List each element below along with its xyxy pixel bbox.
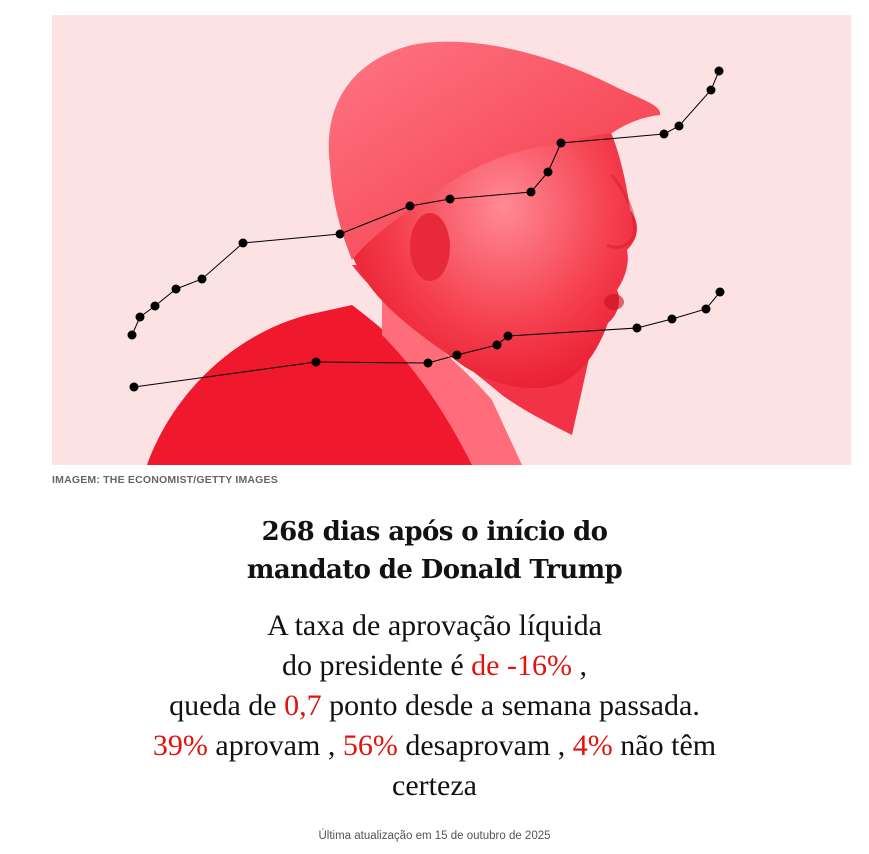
disapprove-value: 56% [342,729,398,762]
approval-summary: A taxa de aprovação líquida do president… [0,606,869,806]
unsure-label: não têm [620,729,717,762]
trend-point [667,314,677,324]
summary-text: ponto desde a semana passada. [329,689,700,722]
trend-point [543,167,553,177]
trend-point [238,238,248,248]
nose-shape [606,174,637,249]
trend-line-lower [133,291,721,388]
trend-point [659,129,669,139]
trend-point [445,194,455,204]
trend-points-lower [129,287,725,392]
summary-text: queda de [169,689,277,722]
trend-point [423,358,433,368]
trend-point [701,304,711,314]
summary-text: do presidente é [282,649,464,682]
trend-point [135,312,145,322]
lips-shape [604,294,624,310]
trend-point [706,85,716,95]
suit-shape [147,305,522,465]
trend-point [335,229,345,239]
summary-line: do presidente é de -16% , [0,646,869,686]
trend-point [129,382,139,392]
headline: 268 dias após o início do mandato de Don… [0,513,869,589]
ear-shape [410,213,450,281]
trend-line-upper [131,70,720,336]
trend-point [452,350,462,360]
trend-point [150,301,160,311]
trend-point [405,201,415,211]
summary-line: 39% aprovam , 56% desaprovam , 4% não tê… [0,726,869,766]
trend-point [632,323,642,333]
image-credit: IMAGEM: THE ECONOMIST/GETTY IMAGES [52,474,278,486]
net-approval-rate: de -16% [471,649,572,682]
disapprove-label: desaprovam , [405,729,566,762]
trend-point [556,138,566,148]
headline-line: 268 dias após o início do [261,517,608,547]
trend-point [674,121,684,131]
trend-point [526,187,536,197]
trend-point [311,357,321,367]
approve-label: aprovam , [215,729,336,762]
summary-line: A taxa de aprovação líquida [267,609,602,642]
shirt-collar-shape [382,295,522,465]
summary-line: certeza [392,769,477,802]
unsure-value: 4% [572,729,613,762]
headline-line: mandato de Donald Trump [246,555,623,585]
weekly-change: 0,7 [284,689,322,722]
last-updated: Última atualização em 15 de outubro de 2… [318,830,551,842]
hero-image [52,15,851,465]
summary-line: queda de 0,7 ponto desde a semana passad… [0,686,869,726]
trend-point [197,274,207,284]
trend-points-upper [127,66,724,340]
trend-point [715,287,725,297]
approve-value: 39% [152,729,208,762]
trend-point [171,284,181,294]
trump-portrait-illustration [127,41,725,465]
trend-point [492,340,502,350]
trend-point [714,66,724,76]
summary-text: , [579,649,587,682]
trend-point [127,330,137,340]
trend-point [503,331,513,341]
